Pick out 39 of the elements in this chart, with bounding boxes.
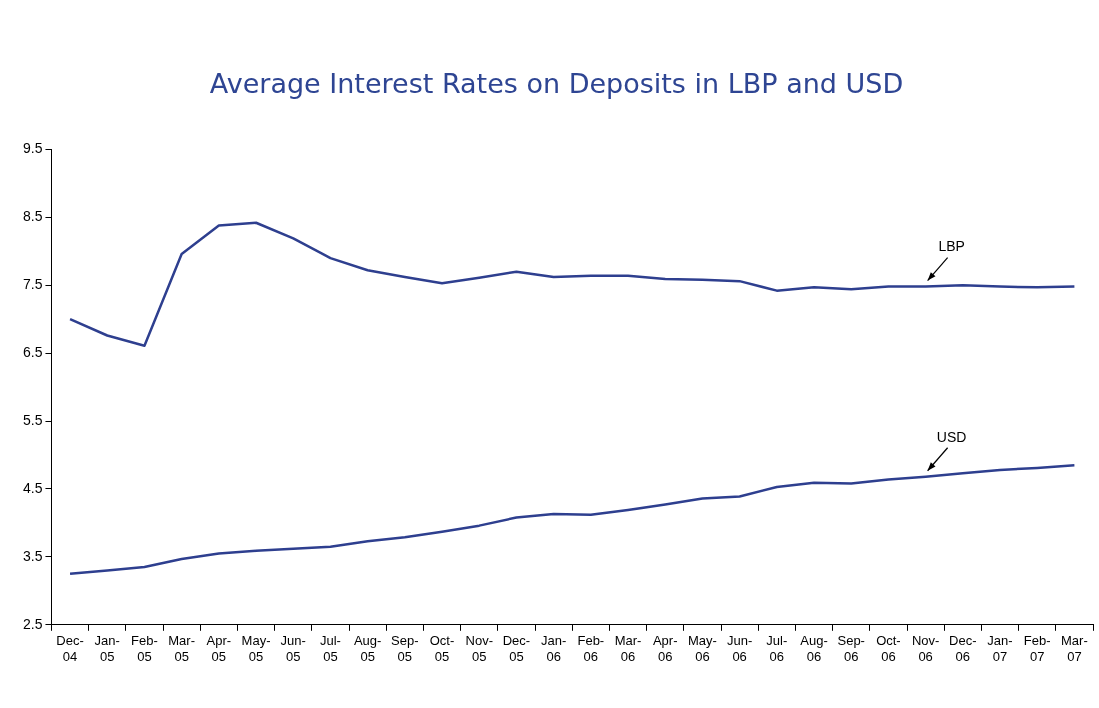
x-tick-label: Mar-06 (614, 633, 642, 664)
x-tick-label: Mar-05 (168, 633, 196, 664)
y-tick-label: 9.5 (22, 140, 43, 157)
x-tick-label: May-06 (687, 633, 717, 664)
x-tick-label: Apr-05 (206, 633, 232, 664)
y-tick-label: 3.5 (22, 547, 43, 564)
x-tick-label: Mar-07 (1061, 633, 1088, 664)
x-tick-label: Jan-05 (94, 633, 120, 664)
x-tick-label: Feb-05 (131, 633, 158, 664)
y-tick-label: 7.5 (22, 276, 43, 293)
chart-title: Average Interest Rates on Deposits in LBP and USD (209, 68, 904, 100)
text: USD (936, 428, 967, 445)
y-tick-label: 6.5 (22, 344, 43, 360)
x-tick-label: Oct-06 (876, 633, 901, 664)
x-tick-label: Jul-05 (319, 633, 341, 664)
x-tick-label: Oct-05 (429, 633, 455, 664)
x-tick-label: Jun-05 (280, 633, 306, 664)
x-tick-label: Sep-05 (391, 633, 419, 664)
x-tick-label: Dec-04 (56, 633, 84, 664)
x-tick-label: Sep-06 (837, 633, 865, 664)
y-tick-label: 5.5 (22, 411, 43, 428)
y-tick-label: 4.5 (22, 479, 43, 496)
x-tick-label: Dec-06 (949, 633, 977, 664)
x-tick-label: Apr-06 (652, 633, 678, 664)
x-tick-label: May-05 (241, 633, 271, 664)
x-tick-label: Dec-05 (502, 633, 531, 664)
y-tick-label: 2.5 (22, 615, 43, 632)
x-tick-label: Jan-06 (540, 633, 567, 664)
x-tick-label: Nov-05 (465, 633, 493, 664)
y-tick-label: 8.5 (22, 208, 43, 225)
x-tick-label: Aug-06 (800, 633, 828, 664)
x-tick-label: Jan-07 (987, 633, 1013, 664)
x-tick-label: Feb-07 (1023, 633, 1051, 664)
x-tick-label: Aug-05 (353, 633, 382, 664)
x-tick-label: Nov-06 (911, 633, 940, 664)
x-tick-label: Jun-06 (726, 633, 753, 664)
x-tick-label: Feb-06 (577, 633, 605, 664)
text: LBP (938, 238, 965, 255)
x-tick-label: Jul-06 (766, 633, 788, 664)
